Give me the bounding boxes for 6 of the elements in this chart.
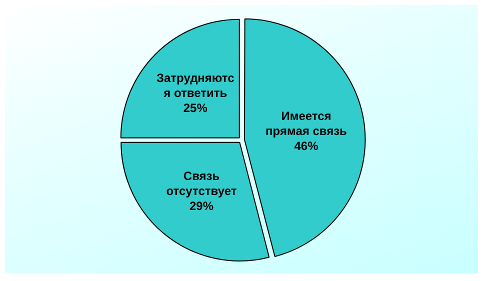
slice-label: Затрудняются ответить [156, 71, 235, 100]
slice-label: Имеется прямая связь [266, 109, 347, 138]
data-label: 29% [189, 198, 214, 213]
data-label: 46% [294, 139, 319, 154]
slice-label: Связь отсутствует [166, 168, 237, 198]
data-label: 25% [183, 101, 208, 116]
